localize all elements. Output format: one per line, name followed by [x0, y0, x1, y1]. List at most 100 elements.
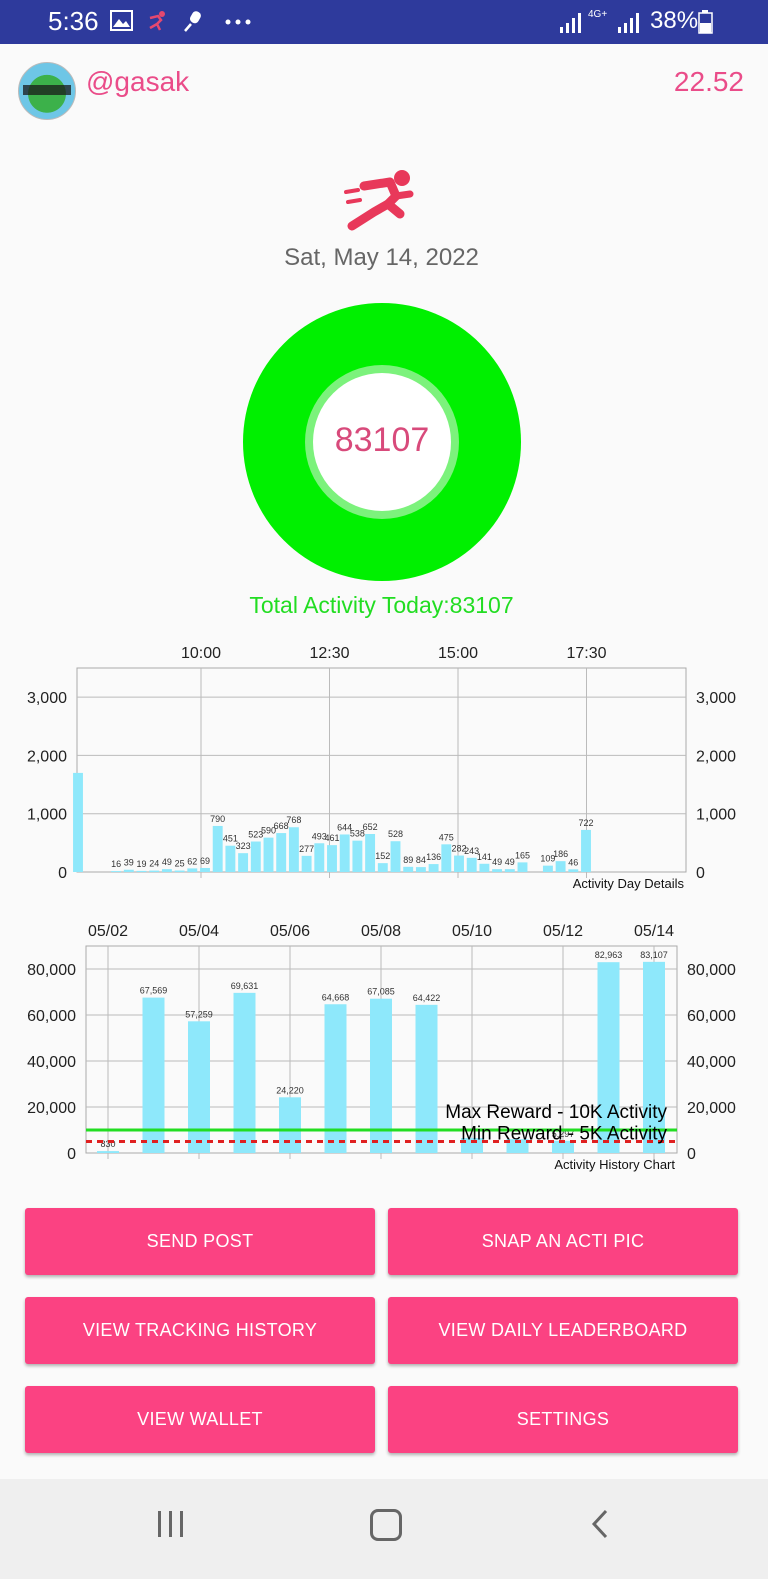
history-chart-bar [233, 992, 256, 1153]
day-chart-bar [314, 843, 325, 872]
day-chart-y-tick-left: 0 [58, 865, 67, 882]
history-chart-data-label: 64,422 [413, 993, 441, 1003]
daily-leaderboard-button[interactable]: VIEW DAILY LEADERBOARD [388, 1297, 738, 1364]
system-nav-bar [0, 1479, 768, 1579]
day-chart-bar [339, 834, 350, 872]
avatar[interactable] [18, 62, 76, 120]
username: @gasak [86, 66, 190, 97]
day-chart-data-label: 475 [439, 832, 454, 842]
history-chart-bar [142, 997, 165, 1153]
recents-icon[interactable] [158, 1511, 191, 1542]
day-chart-data-label: 16 [111, 859, 121, 869]
history-chart-y-tick-right: 60,000 [687, 1008, 736, 1025]
day-chart-data-label: 282 [451, 844, 466, 854]
day-chart-data-label: 652 [363, 822, 378, 832]
history-chart-limit-label: Min Reward - 5K Activity [461, 1124, 667, 1145]
day-chart-data-label: 49 [492, 857, 502, 867]
day-chart-bar [542, 865, 553, 872]
day-chart-data-label: 323 [236, 841, 251, 851]
history-chart-data-label: 24,220 [276, 1085, 304, 1095]
activity-day-chart: 0 0 1,000 1,000 2,000 2,000 3,000 3,000 10:00 12:… [27, 645, 736, 891]
day-chart-bar [466, 857, 477, 872]
day-chart-data-label: 590 [261, 826, 276, 836]
day-chart-y-tick-right: 3,000 [696, 690, 736, 707]
day-chart-bar [454, 855, 464, 872]
day-chart-bar [504, 869, 515, 872]
back-icon[interactable] [590, 1509, 610, 1539]
day-chart-bar [111, 871, 122, 872]
battery-icon [698, 10, 713, 34]
day-chart-y-tick-right: 2,000 [696, 748, 736, 765]
history-chart-x-tick: 05/04 [179, 923, 219, 940]
day-chart-bar [428, 864, 439, 872]
day-chart-data-label: 25 [175, 859, 185, 869]
day-chart-bar [327, 845, 337, 872]
day-chart-data-label: 243 [464, 846, 479, 856]
day-chart-data-label: 451 [223, 834, 238, 844]
day-chart-data-label: 528 [388, 829, 403, 839]
activity-ring: 83107 [243, 303, 521, 581]
day-chart-bar [288, 827, 299, 872]
day-chart-x-tick: 15:00 [438, 645, 478, 662]
day-chart-bar [123, 869, 134, 872]
day-chart-bar [365, 833, 376, 872]
activity-ring-inner [313, 373, 451, 511]
home-icon[interactable] [370, 1509, 402, 1541]
send-post-button[interactable]: SEND POST [25, 1208, 375, 1275]
activity-ring-value: 83107 [334, 421, 430, 459]
day-chart-data-label: 538 [350, 829, 365, 839]
wallet-button[interactable]: VIEW WALLET [25, 1386, 375, 1453]
day-chart-bar [377, 863, 388, 872]
history-chart-x-tick: 05/14 [634, 923, 674, 940]
day-chart-x-tick: 10:00 [181, 645, 221, 662]
settings-button[interactable]: SETTINGS [388, 1386, 738, 1453]
activity-history-chart: 0 0 20,000 20,000 40,000 40,000 60,000 60,000 80… [27, 923, 736, 1172]
day-chart-y-tick-left: 1,000 [27, 807, 67, 824]
day-chart-bar [73, 772, 83, 872]
day-chart-y-tick-right: 0 [696, 865, 705, 882]
day-chart-data-label: 69 [200, 856, 210, 866]
history-chart-x-tick: 05/08 [361, 923, 401, 940]
day-chart-data-label: 186 [553, 849, 568, 859]
day-chart-bar [250, 841, 261, 872]
history-chart-bar [370, 998, 392, 1153]
history-chart-data-label: 67,085 [367, 987, 395, 997]
day-chart-data-label: 49 [162, 857, 172, 867]
history-chart-y-tick-left: 0 [67, 1146, 76, 1163]
day-chart-bar [149, 870, 160, 872]
day-chart-bar [187, 868, 198, 872]
day-chart-bar [492, 869, 503, 872]
history-chart-y-tick-right: 80,000 [687, 962, 736, 979]
day-chart-data-label: 461 [324, 833, 339, 843]
day-chart-bar [238, 853, 249, 872]
history-chart-limit-label: Max Reward - 10K Activity [445, 1102, 667, 1123]
snap-pic-button[interactable]: SNAP AN ACTI PIC [388, 1208, 738, 1275]
day-chart-bar [415, 867, 426, 872]
day-chart-bar [517, 862, 528, 872]
day-chart-data-label: 768 [286, 815, 301, 825]
day-chart-data-label: 790 [210, 814, 225, 824]
day-chart-data-label: 141 [477, 852, 492, 862]
day-chart-bar [161, 869, 172, 872]
history-chart-x-tick: 05/10 [452, 923, 492, 940]
network-type-label: 4G+ [588, 9, 608, 20]
day-chart-data-label: 668 [274, 821, 289, 831]
history-chart-data-label: 82,963 [595, 950, 623, 960]
day-chart-data-label: 493 [312, 831, 327, 841]
history-chart-y-tick-right: 0 [687, 1146, 696, 1163]
day-chart-y-tick-left: 3,000 [27, 690, 67, 707]
day-chart-description: Activity Day Details [573, 876, 685, 891]
history-chart-bar [415, 1004, 438, 1153]
history-chart-bar [643, 961, 665, 1153]
day-chart-bar [555, 861, 566, 872]
day-chart-data-label: 722 [578, 818, 593, 828]
history-chart-x-tick: 05/06 [270, 923, 310, 940]
day-chart-bar [200, 867, 210, 872]
history-chart-bar [506, 1139, 529, 1153]
history-chart-x-tick: 05/02 [88, 923, 128, 940]
day-chart-data-label: 49 [505, 857, 515, 867]
day-chart-y-tick-right: 1,000 [696, 807, 736, 824]
mic-icon [184, 11, 201, 32]
day-chart-bar [136, 870, 147, 872]
tracking-history-button[interactable]: VIEW TRACKING HISTORY [25, 1297, 375, 1364]
